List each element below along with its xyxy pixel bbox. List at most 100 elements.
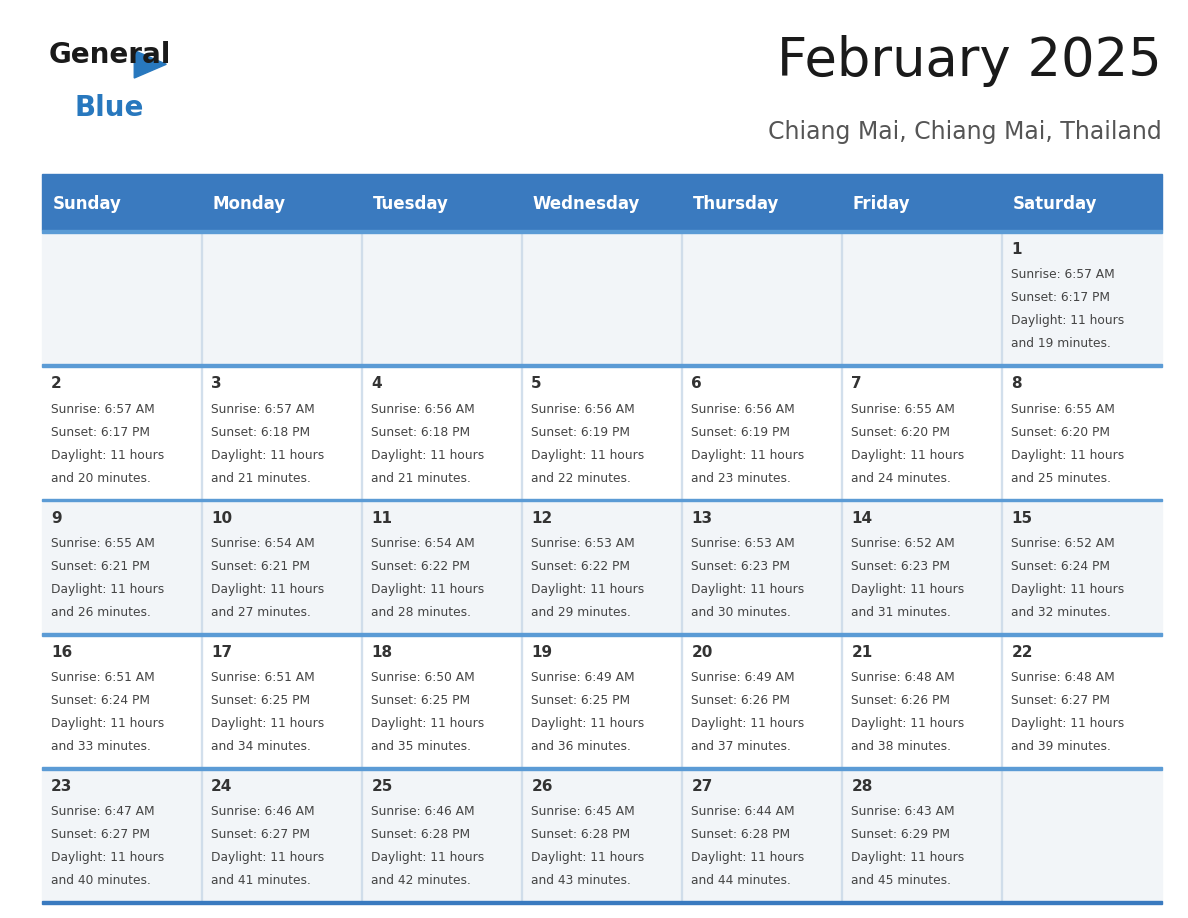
Text: 26: 26 <box>531 779 552 794</box>
Text: Sunrise: 6:56 AM: Sunrise: 6:56 AM <box>372 403 475 416</box>
Text: Sunrise: 6:54 AM: Sunrise: 6:54 AM <box>211 537 315 550</box>
Text: and 40 minutes.: and 40 minutes. <box>51 875 151 888</box>
Text: Daylight: 11 hours: Daylight: 11 hours <box>211 717 324 730</box>
Text: Sunrise: 6:51 AM: Sunrise: 6:51 AM <box>51 671 154 684</box>
Text: Sunset: 6:20 PM: Sunset: 6:20 PM <box>1011 426 1111 439</box>
Text: Sunrise: 6:57 AM: Sunrise: 6:57 AM <box>211 403 315 416</box>
Text: and 19 minutes.: and 19 minutes. <box>1011 338 1111 351</box>
Text: Daylight: 11 hours: Daylight: 11 hours <box>51 449 164 462</box>
Text: 4: 4 <box>372 376 381 391</box>
Text: Daylight: 11 hours: Daylight: 11 hours <box>211 449 324 462</box>
Text: Sunset: 6:23 PM: Sunset: 6:23 PM <box>691 560 790 573</box>
Text: Daylight: 11 hours: Daylight: 11 hours <box>852 449 965 462</box>
Text: 23: 23 <box>51 779 72 794</box>
Text: Sunset: 6:24 PM: Sunset: 6:24 PM <box>1011 560 1111 573</box>
Text: Daylight: 11 hours: Daylight: 11 hours <box>691 583 804 596</box>
Text: 28: 28 <box>852 779 873 794</box>
Text: Saturday: Saturday <box>1013 195 1098 213</box>
Text: Daylight: 11 hours: Daylight: 11 hours <box>51 583 164 596</box>
Text: and 44 minutes.: and 44 minutes. <box>691 875 791 888</box>
Text: Daylight: 11 hours: Daylight: 11 hours <box>531 583 645 596</box>
Text: Daylight: 11 hours: Daylight: 11 hours <box>691 449 804 462</box>
Text: and 37 minutes.: and 37 minutes. <box>691 740 791 754</box>
Text: Sunset: 6:22 PM: Sunset: 6:22 PM <box>531 560 631 573</box>
Text: 5: 5 <box>531 376 542 391</box>
Text: 21: 21 <box>852 644 873 660</box>
Text: Tuesday: Tuesday <box>373 195 449 213</box>
Text: 16: 16 <box>51 644 72 660</box>
Text: Monday: Monday <box>213 195 286 213</box>
Text: Sunrise: 6:56 AM: Sunrise: 6:56 AM <box>691 403 795 416</box>
Text: Sunset: 6:22 PM: Sunset: 6:22 PM <box>372 560 470 573</box>
Text: Sunrise: 6:48 AM: Sunrise: 6:48 AM <box>852 671 955 684</box>
Text: Sunrise: 6:56 AM: Sunrise: 6:56 AM <box>531 403 636 416</box>
Text: Sunset: 6:28 PM: Sunset: 6:28 PM <box>372 828 470 842</box>
Text: Sunrise: 6:57 AM: Sunrise: 6:57 AM <box>51 403 154 416</box>
Text: Wednesday: Wednesday <box>533 195 640 213</box>
Text: Daylight: 11 hours: Daylight: 11 hours <box>691 717 804 730</box>
Text: Sunset: 6:19 PM: Sunset: 6:19 PM <box>691 426 790 439</box>
Text: Sunset: 6:27 PM: Sunset: 6:27 PM <box>211 828 310 842</box>
Text: Daylight: 11 hours: Daylight: 11 hours <box>1011 583 1125 596</box>
Text: Chiang Mai, Chiang Mai, Thailand: Chiang Mai, Chiang Mai, Thailand <box>769 120 1162 144</box>
Text: Blue: Blue <box>75 94 144 122</box>
Text: and 25 minutes.: and 25 minutes. <box>1011 472 1112 485</box>
Text: and 27 minutes.: and 27 minutes. <box>211 606 311 619</box>
Text: Sunrise: 6:47 AM: Sunrise: 6:47 AM <box>51 805 154 818</box>
Text: Sunset: 6:18 PM: Sunset: 6:18 PM <box>211 426 310 439</box>
Text: 7: 7 <box>852 376 862 391</box>
Text: 2: 2 <box>51 376 62 391</box>
Text: and 22 minutes.: and 22 minutes. <box>531 472 631 485</box>
Text: Daylight: 11 hours: Daylight: 11 hours <box>372 583 485 596</box>
Text: and 28 minutes.: and 28 minutes. <box>372 606 472 619</box>
Text: Sunset: 6:27 PM: Sunset: 6:27 PM <box>1011 694 1111 707</box>
Text: Sunset: 6:28 PM: Sunset: 6:28 PM <box>691 828 790 842</box>
Text: 20: 20 <box>691 644 713 660</box>
Text: Daylight: 11 hours: Daylight: 11 hours <box>211 583 324 596</box>
Text: Sunset: 6:26 PM: Sunset: 6:26 PM <box>691 694 790 707</box>
Text: Friday: Friday <box>853 195 911 213</box>
Text: and 45 minutes.: and 45 minutes. <box>852 875 952 888</box>
Text: Sunrise: 6:52 AM: Sunrise: 6:52 AM <box>1011 537 1116 550</box>
Text: Sunrise: 6:46 AM: Sunrise: 6:46 AM <box>211 805 315 818</box>
Text: and 21 minutes.: and 21 minutes. <box>372 472 472 485</box>
Text: 22: 22 <box>1011 644 1032 660</box>
Text: Sunrise: 6:44 AM: Sunrise: 6:44 AM <box>691 805 795 818</box>
Text: 13: 13 <box>691 510 713 525</box>
Text: Sunrise: 6:54 AM: Sunrise: 6:54 AM <box>372 537 475 550</box>
Text: Daylight: 11 hours: Daylight: 11 hours <box>372 449 485 462</box>
Text: Sunset: 6:25 PM: Sunset: 6:25 PM <box>531 694 631 707</box>
Text: Sunday: Sunday <box>52 195 121 213</box>
Text: Sunset: 6:27 PM: Sunset: 6:27 PM <box>51 828 150 842</box>
Text: Sunrise: 6:43 AM: Sunrise: 6:43 AM <box>852 805 955 818</box>
Text: 19: 19 <box>531 644 552 660</box>
Text: Sunset: 6:19 PM: Sunset: 6:19 PM <box>531 426 631 439</box>
Text: and 36 minutes.: and 36 minutes. <box>531 740 631 754</box>
Text: and 43 minutes.: and 43 minutes. <box>531 875 631 888</box>
Text: and 38 minutes.: and 38 minutes. <box>852 740 952 754</box>
Text: and 26 minutes.: and 26 minutes. <box>51 606 151 619</box>
Text: 12: 12 <box>531 510 552 525</box>
Text: Sunset: 6:24 PM: Sunset: 6:24 PM <box>51 694 150 707</box>
Text: Daylight: 11 hours: Daylight: 11 hours <box>51 851 164 865</box>
Text: and 23 minutes.: and 23 minutes. <box>691 472 791 485</box>
Text: February 2025: February 2025 <box>777 35 1162 87</box>
Text: Sunrise: 6:49 AM: Sunrise: 6:49 AM <box>531 671 634 684</box>
Text: Sunrise: 6:50 AM: Sunrise: 6:50 AM <box>372 671 475 684</box>
Text: Sunrise: 6:45 AM: Sunrise: 6:45 AM <box>531 805 636 818</box>
Text: and 32 minutes.: and 32 minutes. <box>1011 606 1111 619</box>
Text: and 24 minutes.: and 24 minutes. <box>852 472 952 485</box>
Text: 1: 1 <box>1011 242 1022 257</box>
Text: Daylight: 11 hours: Daylight: 11 hours <box>852 583 965 596</box>
Text: 6: 6 <box>691 376 702 391</box>
Text: Daylight: 11 hours: Daylight: 11 hours <box>852 717 965 730</box>
Text: Sunrise: 6:51 AM: Sunrise: 6:51 AM <box>211 671 315 684</box>
Text: and 20 minutes.: and 20 minutes. <box>51 472 151 485</box>
Text: 15: 15 <box>1011 510 1032 525</box>
Text: Sunset: 6:25 PM: Sunset: 6:25 PM <box>211 694 310 707</box>
Text: 11: 11 <box>372 510 392 525</box>
Text: Sunrise: 6:55 AM: Sunrise: 6:55 AM <box>1011 403 1116 416</box>
Text: 14: 14 <box>852 510 872 525</box>
Text: General: General <box>49 40 171 69</box>
Text: 17: 17 <box>211 644 233 660</box>
